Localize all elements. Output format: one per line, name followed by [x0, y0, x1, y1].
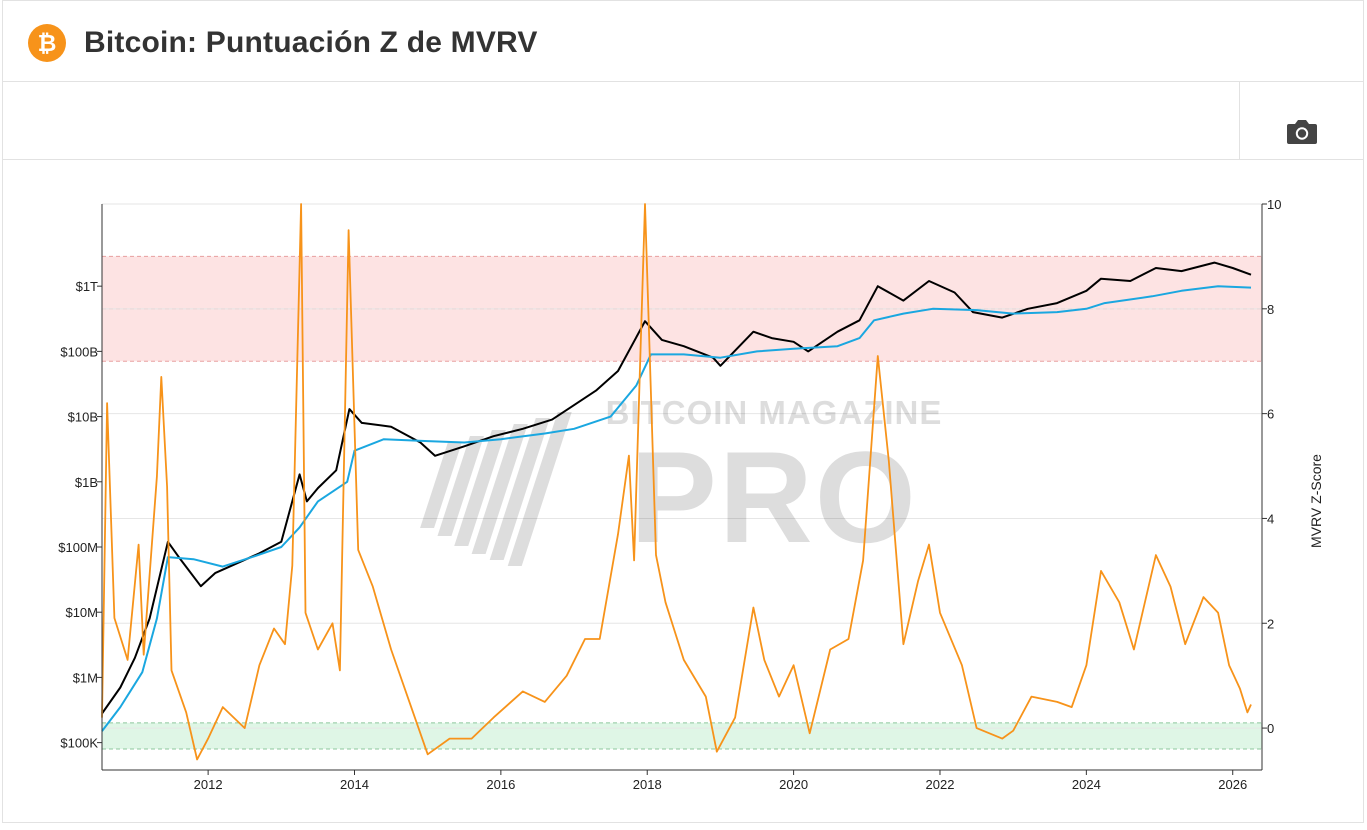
- x-tick-label: 2014: [340, 777, 369, 792]
- x-tick-label: 2022: [926, 777, 955, 792]
- watermark-line2: PRO: [630, 424, 918, 570]
- x-tick-label: 2016: [486, 777, 515, 792]
- chart-toolbar: [2, 82, 1364, 160]
- watermark-stripes-icon: [420, 412, 572, 566]
- bitcoin-logo-icon: ₿: [28, 24, 66, 62]
- realized-cap-line: [101, 285, 1252, 732]
- left-tick-label: $1B: [75, 475, 98, 490]
- left-tick-label: $100M: [58, 540, 98, 555]
- right-tick-label: 10: [1267, 197, 1281, 212]
- watermark: BITCOIN MAGAZINE PRO: [420, 394, 941, 570]
- right-axis-title: MVRV Z-Score: [1308, 454, 1324, 548]
- mvrv-z-score-chart: BITCOIN MAGAZINE PRO $100K $1M $10M $100M $1…: [58, 197, 1324, 792]
- svg-text:₿: ₿: [38, 30, 57, 56]
- x-tick-label: 2024: [1072, 777, 1101, 792]
- chart-header: ₿ Bitcoin: Puntuación Z de MVRV: [2, 0, 1364, 82]
- right-tick-label: 8: [1267, 302, 1274, 317]
- x-tick-label: 2018: [633, 777, 662, 792]
- green-zone: [102, 722, 1262, 750]
- mvrv-z-score-line: [101, 203, 1252, 761]
- x-tick-label: 2012: [194, 777, 223, 792]
- right-tick-label: 2: [1267, 616, 1274, 631]
- left-tick-label: $1M: [73, 670, 98, 685]
- right-tick-label: 0: [1267, 721, 1274, 736]
- left-tick-label: $100K: [60, 736, 98, 751]
- left-tick-label: $10M: [65, 605, 98, 620]
- x-tick-label: 2020: [779, 777, 808, 792]
- left-tick-label: $1T: [76, 279, 98, 294]
- camera-icon[interactable]: [1285, 118, 1319, 146]
- x-tick-label: 2026: [1218, 777, 1247, 792]
- page-title: Bitcoin: Puntuación Z de MVRV: [84, 26, 538, 59]
- right-tick-label: 4: [1267, 511, 1274, 526]
- chart-area: BITCOIN MAGAZINE PRO $100K $1M $10M $100M $1…: [0, 160, 1367, 825]
- market-cap-line: [101, 261, 1252, 715]
- toolbar-divider: [1239, 82, 1240, 159]
- right-tick-label: 6: [1267, 407, 1274, 422]
- left-tick-label: $100B: [60, 344, 98, 359]
- left-tick-label: $10B: [68, 410, 98, 425]
